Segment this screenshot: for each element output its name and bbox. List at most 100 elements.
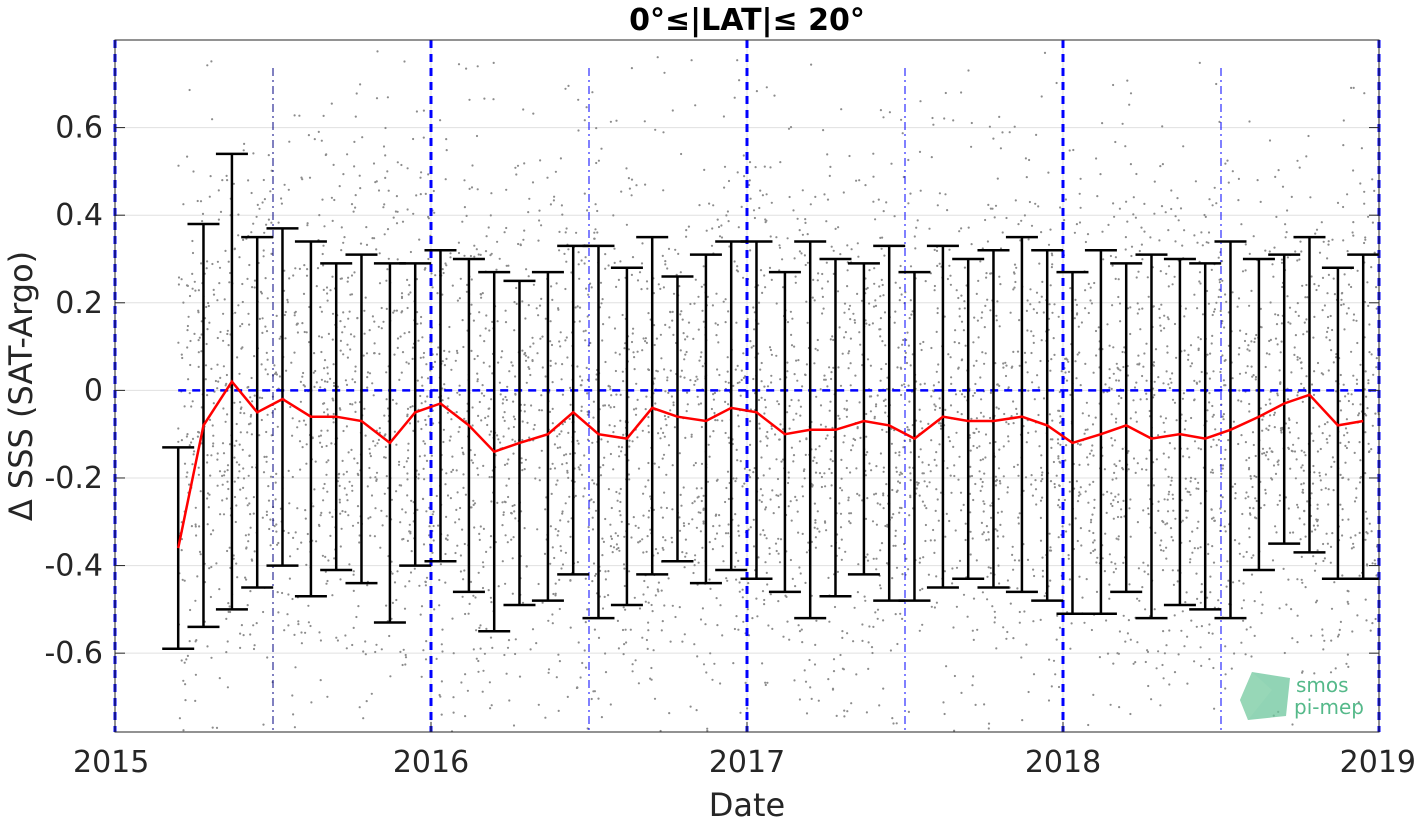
scatter-point bbox=[612, 546, 616, 549]
scatter-point bbox=[312, 505, 315, 508]
scatter-point bbox=[1092, 531, 1095, 535]
scatter-point bbox=[981, 311, 984, 314]
scatter-point bbox=[576, 561, 580, 564]
scatter-point bbox=[1070, 622, 1073, 625]
scatter-point bbox=[1171, 372, 1174, 375]
scatter-point bbox=[1038, 262, 1041, 265]
scatter-point bbox=[631, 663, 634, 666]
scatter-point bbox=[1371, 221, 1374, 224]
scatter-point bbox=[424, 267, 427, 270]
scatter-point bbox=[1117, 493, 1120, 496]
scatter-point bbox=[882, 399, 886, 402]
scatter-point bbox=[420, 171, 423, 174]
scatter-point bbox=[206, 394, 209, 397]
scatter-point bbox=[1163, 327, 1166, 330]
scatter-point bbox=[622, 433, 625, 436]
scatter-point bbox=[846, 632, 849, 635]
scatter-point bbox=[1189, 558, 1192, 561]
scatter-point bbox=[613, 405, 616, 409]
scatter-point bbox=[471, 164, 474, 167]
scatter-point bbox=[690, 59, 693, 62]
scatter-point bbox=[1104, 383, 1107, 386]
scatter-point bbox=[1018, 621, 1021, 624]
scatter-point bbox=[1224, 384, 1227, 387]
scatter-point bbox=[641, 636, 644, 639]
scatter-point bbox=[253, 394, 256, 397]
scatter-point bbox=[496, 320, 499, 323]
scatter-point bbox=[226, 464, 230, 467]
scatter-point bbox=[752, 377, 755, 381]
scatter-point bbox=[255, 622, 258, 625]
scatter-point bbox=[853, 319, 856, 322]
scatter-point bbox=[556, 479, 559, 482]
scatter-point bbox=[222, 407, 225, 410]
scatter-point bbox=[198, 336, 201, 339]
scatter-point bbox=[958, 307, 961, 310]
scatter-point bbox=[591, 580, 594, 583]
scatter-point bbox=[928, 481, 931, 484]
scatter-point bbox=[700, 285, 703, 288]
scatter-point bbox=[412, 137, 415, 141]
scatter-point bbox=[299, 380, 302, 383]
scatter-point bbox=[814, 546, 818, 549]
scatter-point bbox=[644, 408, 647, 411]
scatter-point bbox=[618, 455, 621, 458]
scatter-point bbox=[425, 363, 428, 366]
scatter-point bbox=[507, 264, 510, 267]
scatter-point bbox=[215, 562, 218, 565]
scatter-point bbox=[1294, 310, 1297, 313]
scatter-point bbox=[830, 377, 833, 381]
scatter-point bbox=[1056, 614, 1059, 617]
scatter-point bbox=[884, 398, 887, 401]
scatter-point bbox=[1121, 122, 1124, 125]
scatter-point bbox=[1057, 685, 1061, 689]
scatter-point bbox=[199, 200, 203, 203]
scatter-point bbox=[452, 652, 455, 655]
scatter-point bbox=[604, 570, 607, 573]
scatter-point bbox=[382, 320, 385, 323]
scatter-point bbox=[514, 393, 517, 396]
scatter-point bbox=[947, 436, 950, 439]
scatter-point bbox=[1350, 285, 1353, 289]
scatter-point bbox=[497, 438, 500, 441]
scatter-point bbox=[1300, 382, 1303, 385]
scatter-point bbox=[746, 317, 749, 321]
scatter-point bbox=[234, 311, 237, 314]
scatter-point bbox=[659, 287, 662, 290]
scatter-point bbox=[684, 353, 687, 356]
scatter-point bbox=[1332, 277, 1335, 280]
scatter-point bbox=[1114, 256, 1117, 259]
scatter-point bbox=[547, 668, 551, 671]
scatter-point bbox=[902, 338, 905, 342]
scatter-point bbox=[1172, 583, 1175, 587]
scatter-point bbox=[1310, 383, 1314, 386]
scatter-point bbox=[1055, 81, 1058, 85]
scatter-point bbox=[1117, 538, 1120, 541]
scatter-point bbox=[604, 267, 607, 270]
scatter-point bbox=[1181, 610, 1184, 613]
scatter-point bbox=[303, 330, 306, 334]
scatter-point bbox=[425, 459, 429, 462]
scatter-point bbox=[305, 462, 308, 465]
scatter-point bbox=[193, 450, 196, 453]
scatter-point bbox=[521, 300, 524, 303]
scatter-point bbox=[1186, 635, 1189, 638]
scatter-point bbox=[560, 549, 563, 552]
scatter-point bbox=[385, 307, 388, 310]
scatter-point bbox=[574, 494, 577, 497]
scatter-point bbox=[657, 581, 661, 584]
scatter-point bbox=[849, 471, 852, 474]
scatter-point bbox=[421, 384, 424, 387]
scatter-point bbox=[1196, 307, 1199, 310]
scatter-point bbox=[1086, 428, 1089, 431]
scatter-point bbox=[500, 356, 503, 359]
scatter-point bbox=[1278, 494, 1281, 497]
scatter-point bbox=[969, 465, 972, 468]
scatter-point bbox=[566, 695, 569, 699]
scatter-point bbox=[1347, 478, 1350, 481]
scatter-point bbox=[503, 419, 506, 422]
scatter-point bbox=[242, 238, 245, 241]
scatter-point bbox=[528, 197, 531, 200]
scatter-point bbox=[611, 551, 614, 554]
scatter-point bbox=[653, 324, 656, 327]
